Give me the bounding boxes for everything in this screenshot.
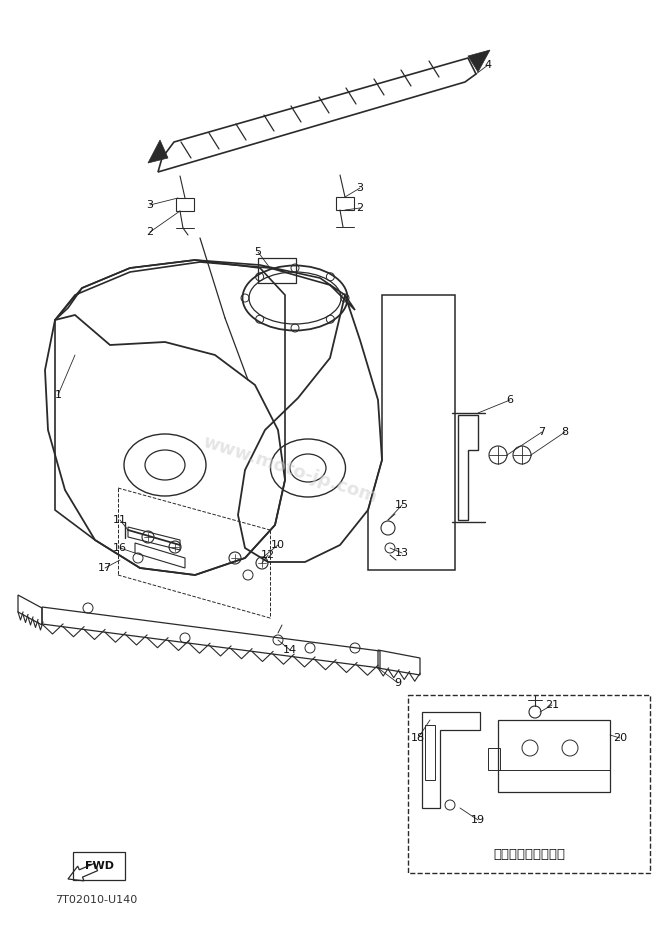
Text: 11: 11 [113,515,127,525]
Text: 12: 12 [261,550,275,560]
Text: 18: 18 [411,733,425,743]
Text: www.moto-jp.com: www.moto-jp.com [201,433,379,506]
Bar [408,695,650,873]
Bar [73,852,125,880]
Bar [258,258,296,283]
Text: 21: 21 [545,700,559,710]
Text: 9: 9 [395,678,402,688]
Bar [488,748,500,770]
Text: 15: 15 [395,500,409,510]
Polygon shape [148,140,168,163]
Text: 3: 3 [357,183,363,193]
Bar [498,720,610,792]
Text: 6: 6 [506,395,514,405]
Text: 1: 1 [54,390,62,400]
Text: 7T02010-U140: 7T02010-U140 [55,895,137,905]
Text: 13: 13 [395,548,409,558]
Text: 2: 2 [356,203,363,213]
Bar [176,198,194,211]
Text: 17: 17 [98,563,112,573]
Polygon shape [468,50,490,72]
Bar [425,725,435,780]
Text: 20: 20 [613,733,627,743]
Text: 14: 14 [283,645,297,655]
Text: FWD: FWD [85,861,113,871]
Text: 2: 2 [146,227,154,237]
Text: 16: 16 [113,543,127,553]
Text: 5: 5 [254,247,261,257]
Text: 7: 7 [538,427,545,437]
Text: 4: 4 [485,60,492,70]
Text: 10: 10 [271,540,285,550]
Text: 3: 3 [146,200,154,210]
Bar [336,197,354,210]
Text: 8: 8 [561,427,569,437]
Text: 19: 19 [471,815,485,825]
Text: オプショナルパーツ: オプショナルパーツ [493,849,565,861]
